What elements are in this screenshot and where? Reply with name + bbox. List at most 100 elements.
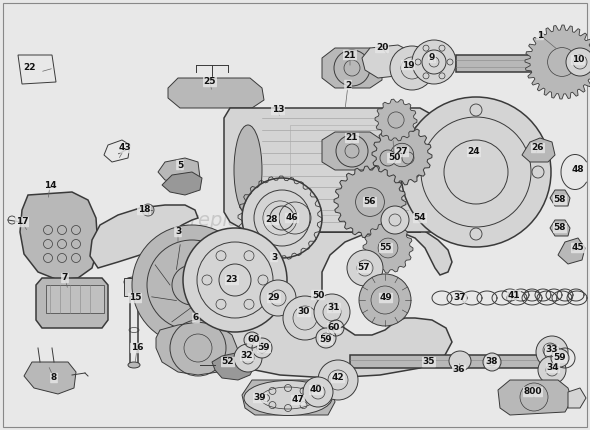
Polygon shape: [568, 388, 586, 408]
Polygon shape: [375, 99, 417, 141]
Circle shape: [242, 178, 322, 258]
Text: 36: 36: [453, 366, 466, 375]
Text: 50: 50: [388, 154, 400, 163]
Ellipse shape: [124, 277, 144, 287]
Text: 20: 20: [376, 43, 388, 52]
Text: 59: 59: [553, 353, 566, 362]
Circle shape: [390, 46, 434, 90]
Polygon shape: [334, 166, 406, 238]
Ellipse shape: [234, 125, 262, 215]
Polygon shape: [322, 48, 382, 88]
Polygon shape: [145, 240, 242, 330]
Text: 29: 29: [268, 294, 280, 302]
Text: 46: 46: [286, 214, 299, 222]
Circle shape: [132, 225, 252, 345]
Text: 48: 48: [572, 166, 584, 175]
Text: 27: 27: [396, 147, 408, 157]
Text: 22: 22: [24, 64, 36, 73]
Circle shape: [347, 250, 383, 286]
Circle shape: [316, 328, 336, 348]
Text: 35: 35: [423, 357, 435, 366]
Text: 25: 25: [204, 77, 217, 86]
Text: 34: 34: [547, 363, 559, 372]
Text: 57: 57: [358, 264, 371, 273]
Polygon shape: [24, 362, 76, 394]
Text: 23: 23: [226, 276, 238, 285]
Polygon shape: [158, 158, 200, 184]
Polygon shape: [350, 355, 555, 368]
Circle shape: [551, 349, 569, 367]
Text: 21: 21: [346, 133, 358, 142]
Text: 3: 3: [271, 252, 277, 261]
Text: 7: 7: [62, 273, 68, 283]
Text: 15: 15: [129, 294, 141, 302]
Circle shape: [252, 338, 272, 358]
Text: 56: 56: [364, 197, 376, 206]
Polygon shape: [322, 132, 382, 170]
Text: 60: 60: [328, 323, 340, 332]
Ellipse shape: [128, 289, 140, 295]
Circle shape: [566, 48, 590, 76]
Text: 58: 58: [554, 196, 566, 205]
Text: 60: 60: [248, 335, 260, 344]
Text: 6: 6: [193, 313, 199, 322]
Polygon shape: [372, 125, 432, 185]
Ellipse shape: [244, 381, 332, 415]
Text: 30: 30: [298, 307, 310, 316]
Text: 42: 42: [332, 374, 345, 383]
Ellipse shape: [128, 362, 140, 368]
Circle shape: [260, 280, 296, 316]
Circle shape: [536, 336, 568, 368]
Circle shape: [381, 206, 409, 234]
Polygon shape: [362, 45, 415, 78]
Polygon shape: [168, 78, 264, 108]
Text: 5: 5: [177, 160, 183, 169]
Text: 55: 55: [380, 243, 392, 252]
Polygon shape: [558, 238, 585, 264]
Polygon shape: [20, 192, 98, 280]
Text: 24: 24: [468, 147, 480, 157]
Circle shape: [538, 356, 566, 384]
Polygon shape: [156, 322, 238, 375]
Text: 54: 54: [414, 214, 427, 222]
Text: 14: 14: [44, 181, 56, 190]
Text: 21: 21: [344, 50, 356, 59]
Ellipse shape: [406, 125, 434, 215]
Text: 17: 17: [16, 218, 28, 227]
Text: 33: 33: [546, 345, 558, 354]
Text: 16: 16: [131, 344, 143, 353]
Text: 52: 52: [222, 357, 234, 366]
Polygon shape: [363, 223, 413, 273]
Polygon shape: [550, 220, 570, 236]
Text: 47: 47: [291, 396, 304, 405]
Ellipse shape: [449, 351, 471, 371]
Text: 800: 800: [524, 387, 542, 396]
Circle shape: [283, 296, 327, 340]
Text: 58: 58: [554, 224, 566, 233]
Polygon shape: [456, 55, 558, 72]
Text: 19: 19: [402, 61, 414, 70]
Text: 9: 9: [429, 53, 435, 62]
Polygon shape: [550, 190, 570, 206]
Circle shape: [234, 344, 262, 372]
Bar: [124, 278, 144, 296]
Text: 2: 2: [345, 80, 351, 89]
Bar: [46, 285, 104, 313]
Text: 49: 49: [379, 294, 392, 302]
Circle shape: [401, 97, 551, 247]
Text: 28: 28: [266, 215, 278, 224]
Polygon shape: [162, 172, 202, 195]
Circle shape: [412, 40, 456, 84]
Polygon shape: [525, 25, 590, 99]
Circle shape: [359, 274, 411, 326]
Text: 10: 10: [572, 55, 584, 64]
Text: 3: 3: [175, 227, 181, 236]
Text: 13: 13: [272, 105, 284, 114]
Text: 18: 18: [137, 206, 150, 215]
Text: 41: 41: [507, 291, 520, 300]
Polygon shape: [522, 138, 555, 162]
Text: 39: 39: [254, 393, 266, 402]
Text: 8: 8: [51, 374, 57, 383]
Text: 43: 43: [119, 144, 132, 153]
Text: 40: 40: [310, 386, 322, 394]
